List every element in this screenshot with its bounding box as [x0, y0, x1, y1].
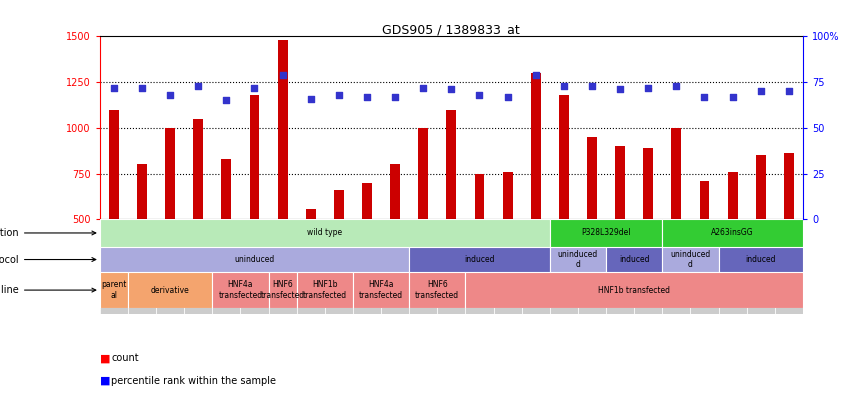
Bar: [549, 219, 662, 247]
Text: induced: induced: [464, 255, 495, 264]
Text: uninduced
d: uninduced d: [558, 250, 598, 269]
Bar: [409, 247, 549, 273]
Bar: [391, 164, 400, 219]
Point: [276, 72, 290, 78]
Text: induced: induced: [746, 255, 776, 264]
Point: [135, 84, 149, 91]
Text: genotype/variation: genotype/variation: [0, 228, 95, 238]
Point: [304, 95, 318, 102]
Bar: [165, 128, 175, 219]
Text: ■: ■: [100, 376, 110, 386]
Point: [782, 88, 796, 94]
Bar: [756, 155, 766, 219]
Bar: [587, 137, 597, 219]
Text: HNF6
transfected: HNF6 transfected: [260, 280, 305, 300]
Point: [669, 83, 683, 89]
Bar: [662, 219, 803, 247]
Point: [641, 84, 655, 91]
Bar: [465, 273, 803, 308]
Bar: [278, 40, 287, 219]
Bar: [606, 247, 662, 273]
Point: [557, 83, 571, 89]
Text: HNF4a
transfected: HNF4a transfected: [219, 280, 262, 300]
Bar: [194, 119, 203, 219]
Title: GDS905 / 1389833_at: GDS905 / 1389833_at: [383, 23, 520, 36]
Bar: [268, 273, 297, 308]
Bar: [475, 174, 484, 219]
Point: [388, 94, 402, 100]
Bar: [672, 128, 681, 219]
Point: [163, 92, 177, 98]
Bar: [615, 146, 625, 219]
Bar: [362, 183, 372, 219]
Bar: [503, 172, 512, 219]
Bar: [213, 273, 268, 308]
Point: [529, 72, 542, 78]
Point: [501, 94, 515, 100]
Text: parent
al: parent al: [102, 280, 127, 300]
Point: [247, 84, 261, 91]
Point: [220, 97, 233, 104]
Point: [360, 94, 374, 100]
Text: HNF6
transfected: HNF6 transfected: [415, 280, 459, 300]
Text: P328L329del: P328L329del: [582, 228, 631, 237]
Text: induced: induced: [619, 255, 649, 264]
Text: uninduced
d: uninduced d: [670, 250, 711, 269]
Text: derivative: derivative: [151, 286, 189, 294]
Bar: [100, 273, 128, 308]
Bar: [662, 247, 719, 273]
Bar: [700, 181, 709, 219]
Bar: [446, 110, 457, 219]
Point: [698, 94, 712, 100]
Bar: [643, 148, 653, 219]
Text: HNF1b
transfected: HNF1b transfected: [303, 280, 347, 300]
Point: [472, 92, 486, 98]
Point: [726, 94, 740, 100]
Bar: [128, 273, 213, 308]
Bar: [221, 159, 231, 219]
Text: count: count: [111, 354, 139, 363]
Bar: [784, 153, 793, 219]
Point: [585, 83, 599, 89]
Bar: [250, 95, 260, 219]
Bar: [100, 219, 549, 247]
Text: cell line: cell line: [0, 285, 95, 295]
Point: [107, 84, 121, 91]
Text: percentile rank within the sample: percentile rank within the sample: [111, 376, 276, 386]
Text: uninduced: uninduced: [234, 255, 274, 264]
Bar: [727, 172, 738, 219]
Point: [613, 86, 627, 93]
Text: wild type: wild type: [307, 228, 342, 237]
Bar: [549, 247, 606, 273]
Point: [417, 84, 431, 91]
Bar: [109, 110, 119, 219]
Text: HNF4a
transfected: HNF4a transfected: [359, 280, 403, 300]
Bar: [334, 190, 344, 219]
Bar: [418, 128, 428, 219]
Point: [191, 83, 205, 89]
Bar: [353, 273, 409, 308]
Point: [444, 86, 458, 93]
Bar: [409, 273, 465, 308]
Text: A263insGG: A263insGG: [711, 228, 754, 237]
Bar: [531, 73, 541, 219]
Bar: [559, 95, 569, 219]
Bar: [297, 273, 353, 308]
Point: [332, 92, 345, 98]
Point: [753, 88, 767, 94]
Bar: [137, 164, 147, 219]
Text: ■: ■: [100, 354, 110, 363]
Bar: [306, 209, 316, 219]
Bar: [719, 247, 803, 273]
Text: HNF1b transfected: HNF1b transfected: [598, 286, 670, 294]
Text: protocol: protocol: [0, 254, 95, 264]
Bar: [100, 247, 409, 273]
